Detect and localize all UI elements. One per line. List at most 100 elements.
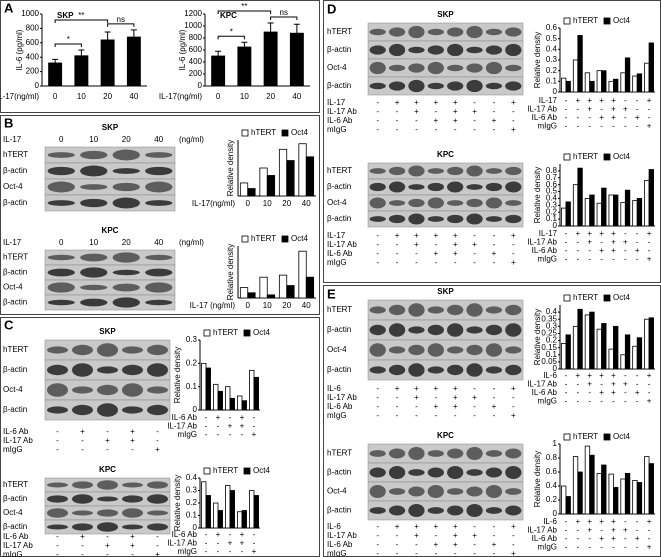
y-tick-label: 0.2 xyxy=(186,498,198,507)
treatment-value: + xyxy=(105,436,110,445)
treatment-value: + xyxy=(130,436,135,445)
treatment-value: - xyxy=(205,430,208,439)
significance-label: * xyxy=(67,35,70,44)
bar xyxy=(249,369,255,411)
treatment-value: + xyxy=(635,388,640,397)
treatment-value: - xyxy=(565,388,568,397)
treatment-value: + xyxy=(611,96,616,105)
bar xyxy=(247,188,256,197)
treatment-value: + xyxy=(611,534,616,543)
treatment-value: + xyxy=(647,96,652,105)
y-tick-label: 0.1 xyxy=(186,382,198,391)
treatment-value: + xyxy=(647,517,652,526)
treatment-value: + xyxy=(453,393,458,402)
blot-row-label: Oct-4 xyxy=(3,283,23,292)
treatment-value: - xyxy=(434,258,437,267)
x-tick-label: 20 xyxy=(282,199,291,208)
treatment-value: + xyxy=(511,522,516,531)
blot-band xyxy=(147,510,168,516)
treatment-value: - xyxy=(131,550,134,557)
treatment-value: + xyxy=(130,427,135,436)
blot-title: KPC xyxy=(437,150,454,159)
blot-band xyxy=(408,303,425,317)
treatment-value: - xyxy=(648,246,651,255)
blot-band xyxy=(447,364,464,376)
blot-band xyxy=(369,168,386,174)
bar xyxy=(589,80,595,93)
blot-band xyxy=(145,152,173,158)
blot-band xyxy=(369,450,386,457)
blot-row-label: hTERT xyxy=(3,150,28,159)
treatment-value: - xyxy=(56,436,59,445)
treatment-name: IL-6 xyxy=(327,522,341,531)
treatment-value: - xyxy=(648,526,651,535)
bar xyxy=(613,78,619,93)
error-bar xyxy=(215,50,222,56)
treatment-value: + xyxy=(511,549,516,557)
y-axis-label: Relative density xyxy=(226,140,235,196)
treatment-value: + xyxy=(472,107,477,116)
treatment-value: + xyxy=(453,384,458,393)
treatment-value: - xyxy=(396,393,399,402)
treatment-value: + xyxy=(433,116,438,125)
treatment-value: - xyxy=(253,413,256,422)
blot-row-label: β-actin xyxy=(327,325,351,334)
treatment-value: - xyxy=(376,402,379,411)
panel-label: B xyxy=(4,115,13,130)
blot-band xyxy=(408,363,425,377)
blot-row-label: hTERT xyxy=(3,345,28,354)
chart-title: SKP xyxy=(57,11,74,20)
treatment-name: IL-6 Ab xyxy=(532,534,558,543)
x-axis-label: IL-17 (ng/ml) xyxy=(190,301,236,310)
bar xyxy=(48,62,63,87)
treatment-value: - xyxy=(454,411,457,420)
blot-row-label: Oct-4 xyxy=(3,385,23,394)
treatment-value: + xyxy=(453,107,458,116)
treatment-value: - xyxy=(415,402,418,411)
error-bar xyxy=(104,31,111,40)
bar xyxy=(601,323,607,370)
treatment-value: - xyxy=(434,125,437,134)
treatment-value: + xyxy=(414,393,419,402)
blot-band xyxy=(466,184,483,190)
bar xyxy=(601,464,607,515)
blot-row-label: Oct-4 xyxy=(327,487,347,496)
y-tick-label: 0 xyxy=(193,523,198,532)
treatment-value: - xyxy=(376,411,379,420)
blot-strip xyxy=(367,76,524,96)
blot-band xyxy=(505,200,522,206)
bar xyxy=(201,362,207,411)
blot-band xyxy=(369,61,386,75)
blot-band xyxy=(408,469,425,476)
treatment-value: + xyxy=(511,125,516,134)
treatment-value: - xyxy=(624,122,627,131)
blot-header-value: 40 xyxy=(154,238,163,247)
y-tick-label: 0.7 xyxy=(546,173,558,182)
bar xyxy=(225,386,231,411)
y-axis-label: Relative density xyxy=(173,475,182,531)
legend-swatch xyxy=(203,467,211,475)
blot-band xyxy=(122,383,143,397)
y-tick-label: 1000 xyxy=(21,9,39,18)
treatment-value: + xyxy=(599,113,604,122)
blot-row-label: hTERT xyxy=(327,305,352,314)
treatment-value: + xyxy=(623,105,628,114)
bar xyxy=(266,294,276,299)
treatment-name: IL-6 Ab xyxy=(327,116,353,125)
blot-band xyxy=(122,482,143,488)
blot-band xyxy=(145,200,173,206)
treatment-value: - xyxy=(376,540,379,549)
y-tick-label: 0.25 xyxy=(541,329,557,338)
legend-label: hTERT xyxy=(251,128,276,137)
y-axis-label: IL-6 (pg/ml) xyxy=(178,29,187,70)
treatment-value: - xyxy=(576,543,579,552)
bar xyxy=(644,318,650,370)
treatment-name: mIgG xyxy=(327,411,347,420)
treatment-value: + xyxy=(80,427,85,436)
bar xyxy=(561,342,567,370)
blot-band xyxy=(122,364,143,376)
treatment-value: - xyxy=(493,411,496,420)
treatment-value: + xyxy=(240,413,245,422)
blot-strip xyxy=(367,500,524,521)
treatment-value: + xyxy=(216,530,221,539)
